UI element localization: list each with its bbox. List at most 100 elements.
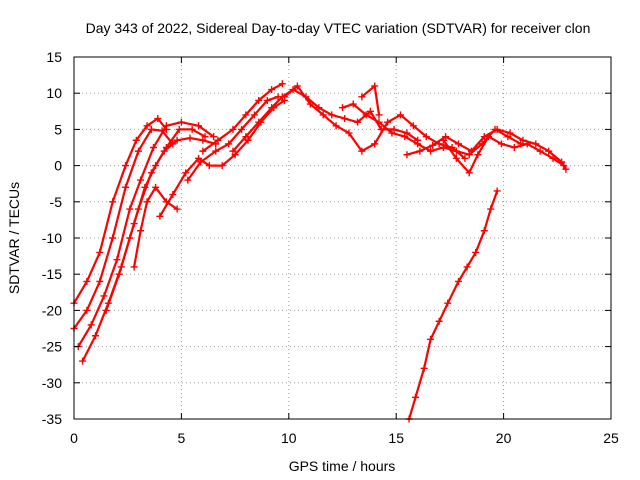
series-line [405, 128, 567, 171]
x-tick-label: 20 [496, 430, 512, 446]
data-point [250, 111, 258, 119]
data-point [306, 100, 314, 108]
data-point [122, 162, 130, 170]
data-point [487, 205, 495, 213]
data-point [188, 125, 196, 133]
data-point [182, 169, 190, 177]
data-point [493, 125, 501, 133]
data-point [358, 93, 366, 101]
data-point [545, 147, 553, 155]
data-point [122, 183, 130, 191]
data-point [358, 147, 366, 155]
y-tick-label: -35 [42, 411, 62, 427]
data-point [463, 263, 471, 271]
data-point [328, 111, 336, 119]
data-point [523, 140, 531, 148]
data-point [100, 292, 108, 300]
data-point [186, 134, 194, 142]
data-point [278, 80, 286, 88]
data-point [96, 277, 104, 285]
series-line [186, 95, 280, 182]
data-point [137, 176, 145, 184]
data-point [452, 154, 460, 162]
data-point [134, 205, 142, 213]
data-point [474, 151, 482, 159]
x-tick-label: 15 [388, 430, 404, 446]
y-tick-label: 0 [54, 158, 62, 174]
data-point [341, 115, 349, 123]
data-point [429, 141, 437, 149]
data-point [197, 158, 205, 166]
data-point [195, 122, 203, 130]
data-point [201, 133, 209, 141]
series-track-2 [70, 125, 177, 332]
data-point [519, 136, 527, 144]
series-track-14 [403, 125, 570, 173]
data-point [435, 317, 443, 325]
data-point [154, 115, 162, 123]
data-point [143, 122, 151, 130]
data-point [349, 100, 357, 108]
data-point [199, 147, 207, 155]
data-point [444, 299, 452, 307]
data-point [371, 140, 379, 148]
data-point [115, 270, 123, 278]
data-point [366, 107, 374, 115]
series-track-5 [102, 134, 220, 314]
y-tick-label: -15 [42, 266, 62, 282]
data-point [231, 151, 239, 159]
data-point [401, 133, 409, 141]
data-point [205, 162, 213, 170]
data-point [263, 96, 271, 104]
x-tick-label: 5 [178, 430, 186, 446]
data-point [147, 125, 155, 133]
data-point [109, 198, 117, 206]
data-point [506, 129, 514, 137]
data-point [218, 162, 226, 170]
data-point [390, 125, 398, 133]
data-point [439, 144, 447, 151]
data-point [184, 176, 192, 184]
y-tick-label: 5 [54, 121, 62, 137]
data-point [510, 144, 518, 151]
data-point [414, 140, 422, 148]
data-point [175, 125, 183, 133]
data-point [532, 140, 540, 148]
data-point [173, 205, 181, 213]
data-point [454, 277, 462, 285]
data-point [536, 147, 544, 155]
data-point [504, 133, 512, 141]
data-point [126, 234, 134, 242]
y-tick-label: -25 [42, 339, 62, 355]
data-point [137, 227, 145, 235]
x-tick-labels: 0 5 10 15 20 25 [70, 430, 619, 446]
data-point [177, 118, 185, 126]
data-point [225, 140, 233, 148]
y-tick-label: -30 [42, 375, 62, 391]
y-tick-labels: 15 10 5 0 -5 -10 -15 -20 -25 -30 -35 [42, 49, 62, 427]
data-point [242, 111, 250, 119]
data-point [102, 306, 110, 314]
series-track-9 [199, 80, 286, 155]
data-point [485, 133, 493, 141]
y-tick-label: 15 [46, 49, 62, 65]
data-point [409, 122, 417, 130]
data-point [169, 191, 177, 199]
data-point [126, 205, 134, 213]
data-point [388, 129, 396, 137]
data-point [442, 133, 450, 141]
data-point [149, 144, 157, 151]
data-point [467, 147, 475, 155]
data-point [549, 154, 557, 162]
data-point [229, 147, 237, 155]
data-point [497, 140, 505, 148]
x-tick-label: 25 [603, 430, 619, 446]
data-point [354, 118, 362, 126]
series-track-8 [184, 93, 282, 184]
data-point [293, 82, 301, 90]
data-point [195, 154, 203, 162]
x-tick-label: 0 [70, 430, 78, 446]
data-point [375, 118, 383, 126]
data-point [416, 147, 424, 155]
data-point [339, 104, 346, 112]
